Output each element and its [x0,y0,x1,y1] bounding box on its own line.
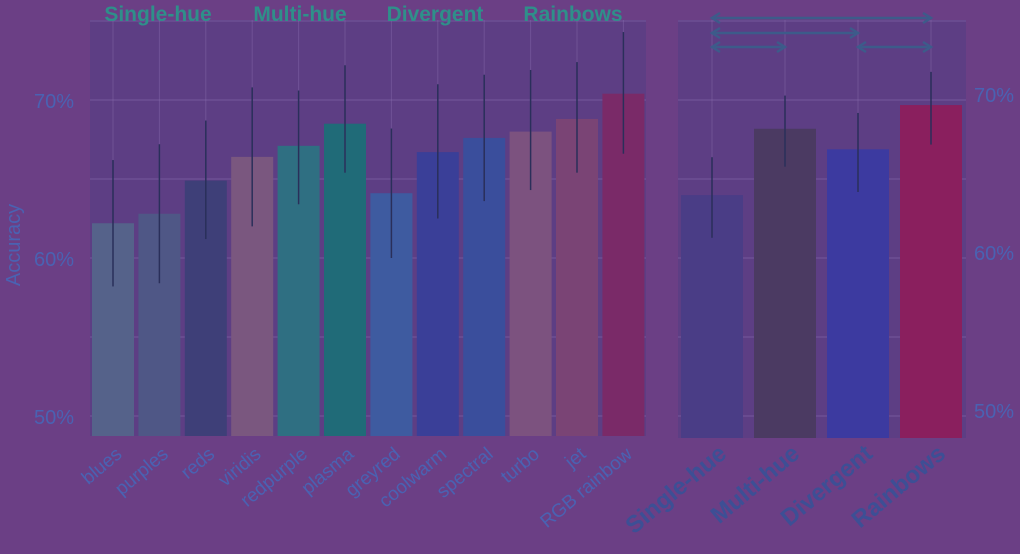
x-tick-label: reds [177,444,219,484]
bar-rainbows [900,105,962,438]
x-tick-label: turbo [497,444,544,488]
bracket-arrowhead [709,26,721,40]
group-label: Rainbows [523,3,622,26]
y-tick-label: 50% [974,401,1014,423]
bracket-arrowhead [849,26,861,40]
x-tick-label: jet [561,443,591,473]
bar-divergent [827,149,889,439]
group-label: Multi-hue [253,3,346,26]
bracket-arrowhead [776,40,788,54]
group-label: Divergent [387,3,484,26]
x-tick-label: purples [111,444,172,500]
x-tick-label: Single-hue [621,440,732,540]
plot-area [90,20,646,436]
bracket-arrowhead [709,40,721,54]
y-tick-label: 60% [34,249,74,271]
bracket-arrowhead [922,40,934,54]
bar-plasma [324,123,366,436]
y-tick-label: 50% [34,407,74,429]
y-axis-label: Accuracy [3,204,25,286]
category-accuracy-chart: 50%60%70%Single-hueMulti-hueDivergentRai… [621,11,1014,540]
y-tick-label: 70% [974,85,1014,107]
bracket-arrowhead [709,11,721,25]
y-tick-label: 60% [974,243,1014,265]
group-label: Single-hue [104,3,211,26]
bar-multi-hue [754,128,816,438]
bracket-arrowhead [855,40,867,54]
bracket-arrowhead [922,11,934,25]
y-tick-label: 70% [34,91,74,113]
